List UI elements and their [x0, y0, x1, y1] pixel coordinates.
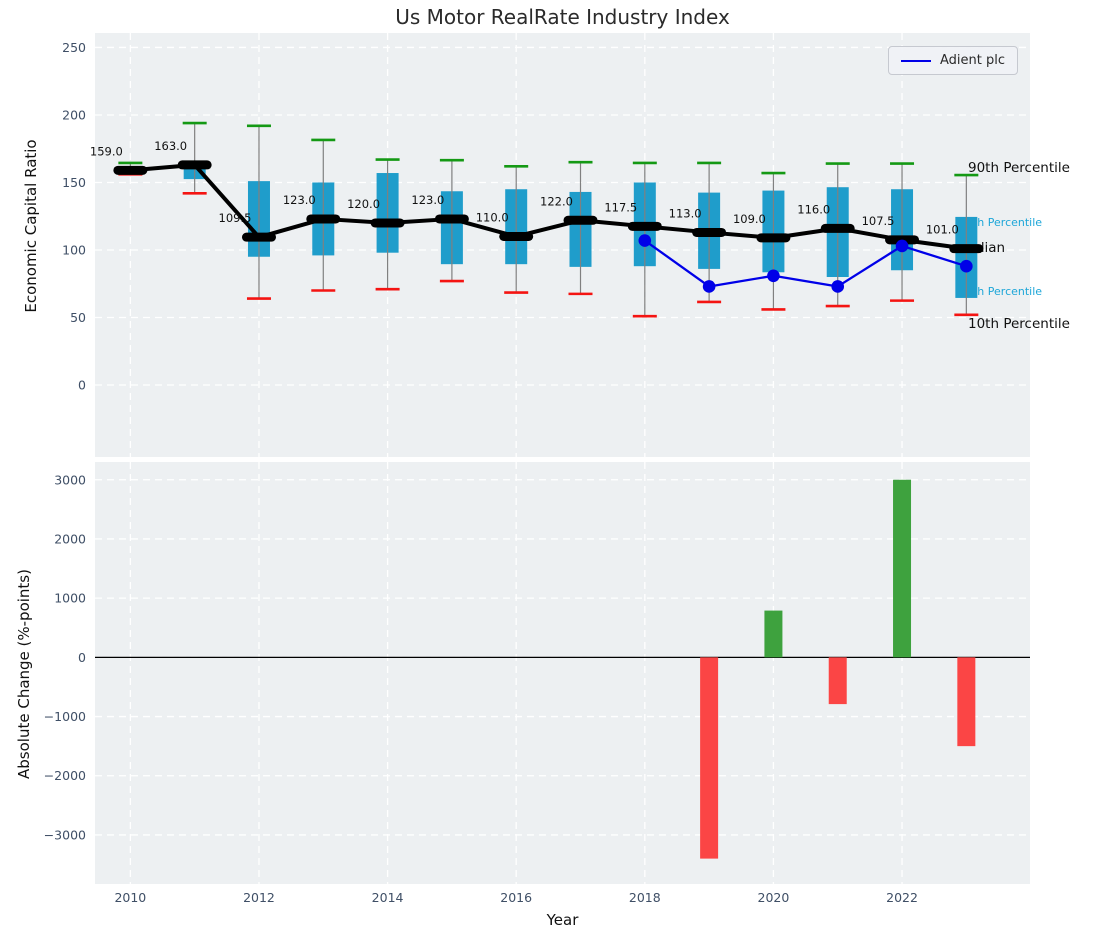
median-marker-2016	[499, 231, 534, 241]
median-value-label-2019: 113.0	[669, 206, 702, 220]
median-marker-2014	[370, 218, 405, 228]
legend: Adient plc	[888, 46, 1019, 75]
median-marker-2015	[434, 214, 469, 224]
median-marker-2023	[949, 244, 984, 254]
xtick-2018: 2018	[629, 890, 661, 905]
xtick-2012: 2012	[243, 890, 275, 905]
median-value-label-2021: 116.0	[797, 202, 830, 216]
median-marker-2013	[306, 214, 341, 224]
adient-point-2020	[767, 269, 780, 283]
adient-point-2021	[831, 280, 845, 293]
ytick-top: 50	[70, 310, 86, 325]
median-value-label-2015: 123.0	[411, 193, 444, 207]
top-y-axis-label: Economic Capital Ratio	[22, 139, 40, 313]
bar-2019	[700, 657, 719, 859]
adient-line	[644, 239, 967, 288]
ytick-top: 0	[78, 378, 86, 393]
median-value-label-2011: 163.0	[154, 139, 187, 153]
annotation-90th-percentile: 90th Percentile	[968, 160, 1070, 176]
ytick-top: 200	[62, 107, 86, 122]
median-marker-2011	[177, 160, 212, 170]
median-value-label-2012: 109.5	[219, 211, 252, 225]
annotation-10th-percentile: 10th Percentile	[968, 316, 1070, 332]
ytick-top: 150	[62, 175, 86, 190]
median-marker-2018	[627, 221, 662, 231]
median-value-label-2017: 122.0	[540, 194, 573, 208]
xtick-2022: 2022	[886, 890, 918, 905]
ytick-bottom: 3000	[54, 472, 86, 487]
median-value-label-2018: 117.5	[604, 200, 637, 214]
median-value-label-2022: 107.5	[862, 214, 895, 228]
median-marker-2020	[756, 233, 791, 243]
gridlines	[95, 33, 1030, 884]
median-value-label-2010: 159.0	[90, 144, 123, 158]
adient-point-2018	[638, 234, 652, 247]
median-value-label-2014: 120.0	[347, 197, 380, 211]
median-marker-2021	[820, 223, 855, 233]
x-axis-label: Year	[546, 911, 579, 929]
ytick-top: 100	[62, 242, 86, 257]
xtick-2014: 2014	[372, 890, 404, 905]
median-marker-2019	[692, 227, 727, 237]
median-value-label-2016: 110.0	[476, 210, 509, 224]
median-value-label-2023: 101.0	[926, 223, 959, 237]
tick-labels: 0 50 100 150 200 250 −3000 −2000 −1000 0 1000 2000 3…	[44, 40, 918, 905]
xtick-2010: 2010	[114, 890, 146, 905]
median-value-label-2013: 123.0	[283, 193, 316, 207]
ytick-bottom: −3000	[44, 827, 86, 842]
adient-point-2022	[895, 239, 909, 253]
ytick-bottom: 0	[78, 650, 86, 665]
chart-marks: 159.0 163.0 109.5 123.0 120.0 123.0 110.0 122.0…	[90, 121, 1030, 859]
annotation-25th-percentile: 25th Percentile	[959, 285, 1042, 298]
xtick-2020: 2020	[758, 890, 790, 905]
adient-point-2019	[702, 280, 716, 293]
median-value-label-2020: 109.0	[733, 212, 766, 226]
median-marker-2010	[113, 165, 148, 175]
ytick-bottom: 1000	[54, 591, 86, 606]
ytick-bottom: 2000	[54, 531, 86, 546]
bottom-axes	[95, 462, 1030, 884]
bar-2022	[893, 479, 912, 658]
ytick-bottom: −1000	[44, 709, 86, 724]
ytick-top: 250	[62, 40, 86, 55]
ytick-bottom: −2000	[44, 768, 86, 783]
bar-2020	[764, 610, 783, 658]
legend-label: Adient plc	[940, 53, 1006, 68]
legend-line-swatch	[901, 59, 931, 62]
bar-2021	[828, 657, 847, 705]
annotation-75th-percentile: 75th Percentile	[959, 216, 1042, 229]
adient-point-2023	[960, 259, 973, 273]
bar-2023	[957, 657, 976, 747]
chart-title: Us Motor RealRate Industry Index	[395, 5, 730, 29]
median-marker-2012	[241, 232, 276, 242]
median-marker-2017	[563, 215, 598, 225]
bottom-y-axis-label: Absolute Change (%-points)	[15, 569, 33, 779]
xtick-2016: 2016	[500, 890, 532, 905]
